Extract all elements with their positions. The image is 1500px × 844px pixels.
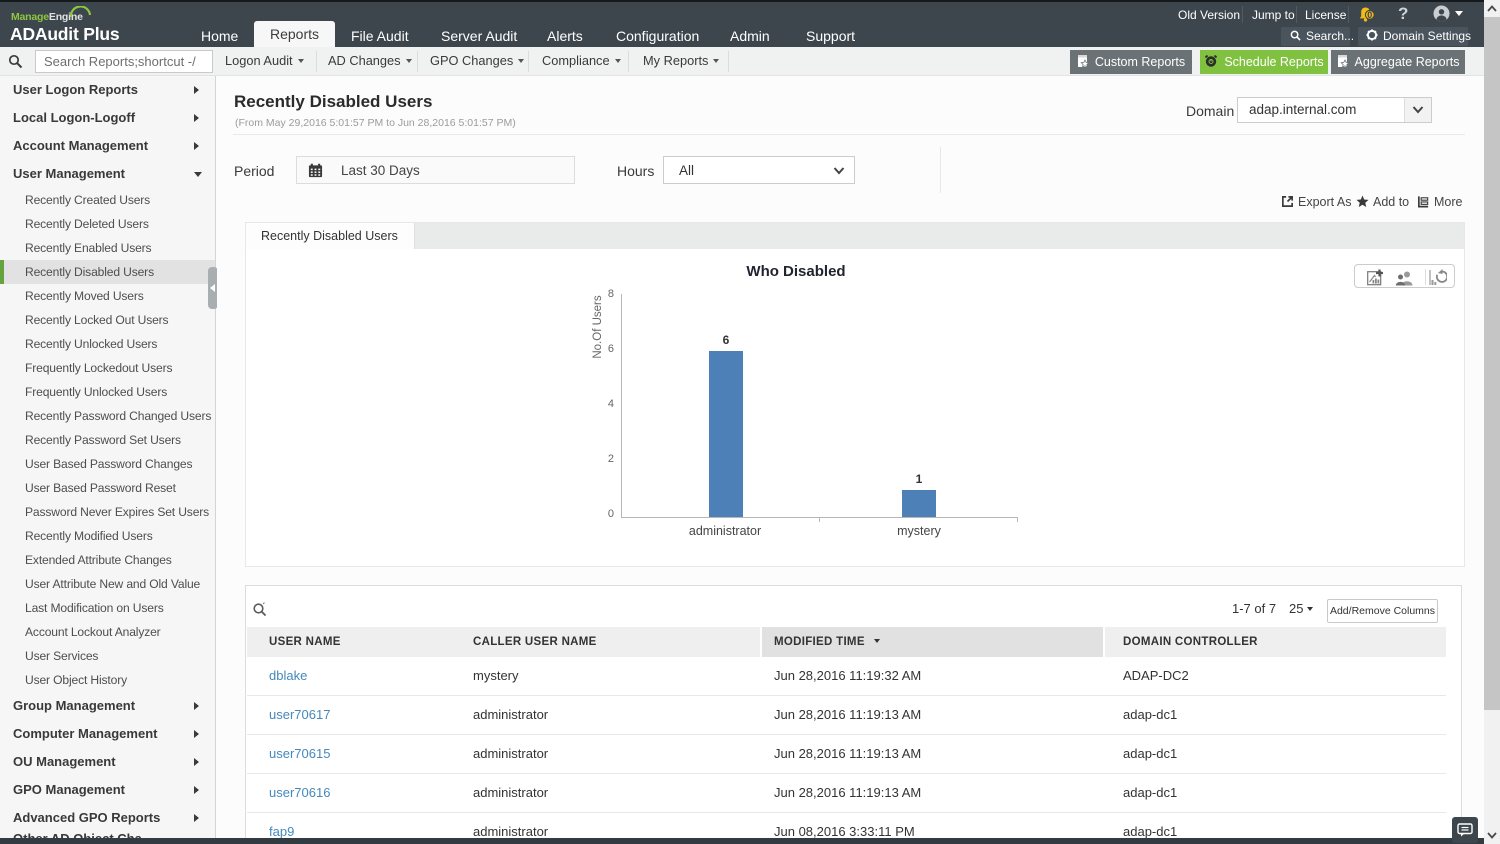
svg-text:0: 0 [1367,10,1372,20]
